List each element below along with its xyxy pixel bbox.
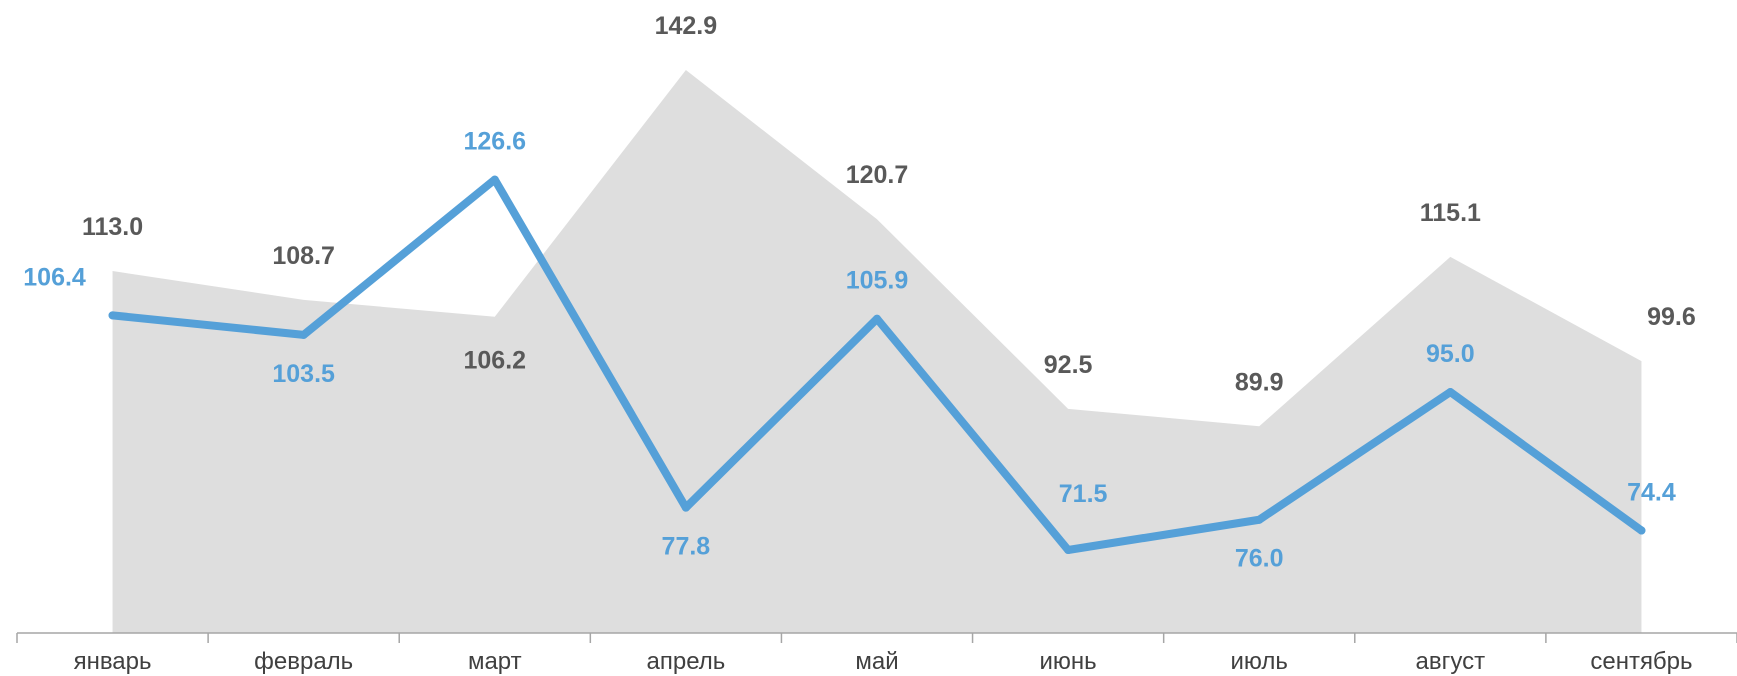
category-label: август <box>1416 648 1486 675</box>
category-label: март <box>468 648 522 675</box>
area-data-label: 106.2 <box>463 347 526 375</box>
line-data-label: 103.5 <box>272 360 335 388</box>
category-label: июль <box>1231 648 1288 675</box>
line-point <box>1637 526 1646 535</box>
area-data-label: 108.7 <box>272 242 335 270</box>
line-data-label: 95.0 <box>1426 340 1475 368</box>
line-data-label: 77.8 <box>662 533 711 561</box>
line-point <box>681 503 690 512</box>
line-data-label: 74.4 <box>1627 479 1676 507</box>
category-labels: январь февраль март апрель май июнь июль август… <box>74 648 1693 675</box>
category-label: февраль <box>254 648 353 675</box>
area-fill <box>112 70 1642 633</box>
area-data-label: 115.1 <box>1420 199 1481 227</box>
data-labels: 113.0 108.7 106.2 142.9 120.7 92.5 89.9 115.1 99… <box>23 12 1696 573</box>
category-label: январь <box>74 648 152 675</box>
line-point <box>1064 546 1073 554</box>
category-label: апрель <box>647 648 726 675</box>
line-point <box>1255 515 1264 524</box>
x-axis <box>16 632 1737 643</box>
line-data-label: 126.6 <box>463 128 526 156</box>
area-data-label: 113.0 <box>82 213 143 241</box>
line-data-label: 71.5 <box>1059 480 1108 508</box>
line-series <box>108 175 1646 554</box>
category-label: июнь <box>1040 648 1097 675</box>
category-label: май <box>855 648 898 675</box>
area-data-label: 89.9 <box>1235 368 1284 396</box>
category-label: сентябрь <box>1590 648 1692 675</box>
area-data-label: 120.7 <box>846 161 909 189</box>
area-series <box>112 70 1642 633</box>
line-data-label: 76.0 <box>1235 545 1284 573</box>
line-data-label: 106.4 <box>23 263 86 291</box>
line-point <box>1446 388 1455 397</box>
area-data-label: 92.5 <box>1044 351 1093 379</box>
line-point <box>108 311 117 320</box>
line-data-label: 105.9 <box>846 267 909 295</box>
line-point <box>299 330 308 339</box>
line-point <box>873 314 881 323</box>
line-point <box>490 175 499 184</box>
area-data-label: 99.6 <box>1647 303 1696 331</box>
area-data-label: 142.9 <box>655 12 718 40</box>
